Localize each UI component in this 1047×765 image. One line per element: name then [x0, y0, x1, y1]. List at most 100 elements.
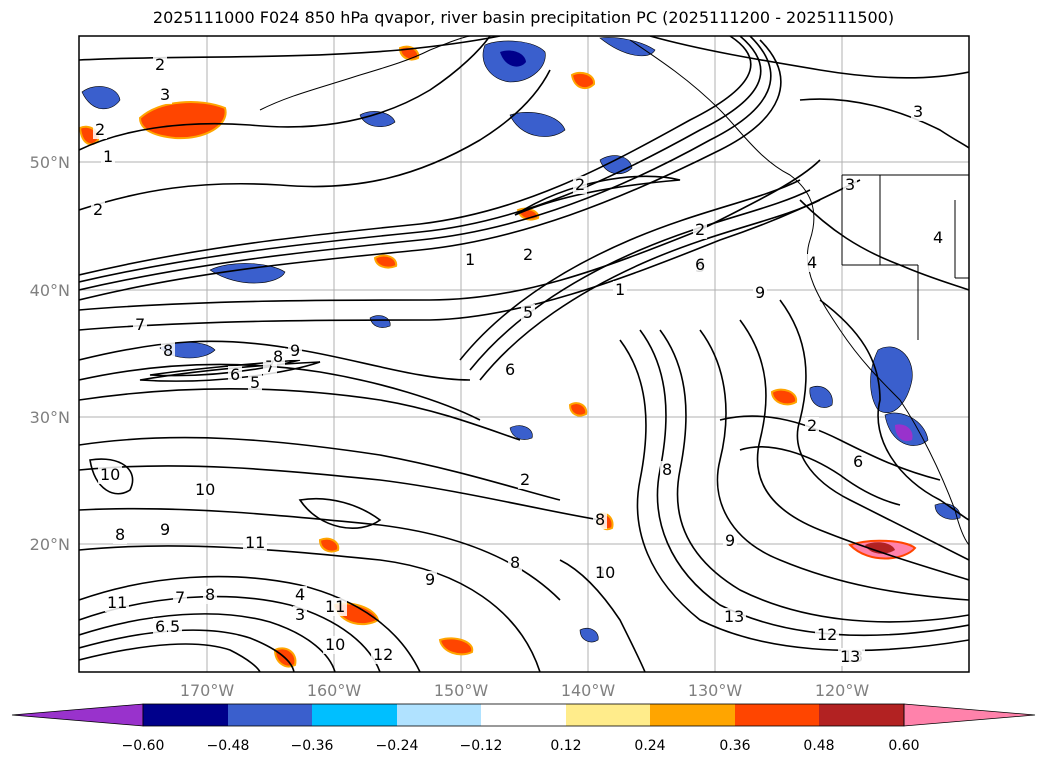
contour-label-bg	[323, 598, 347, 616]
colorbar-tick-label: 0.48	[803, 738, 834, 754]
contour-label-bg	[838, 648, 862, 666]
colorbar-extend-max	[903, 703, 1036, 727]
colorbar-segment	[735, 704, 819, 726]
lat-label: 50°N	[30, 153, 70, 172]
contour-label: 6	[853, 452, 863, 471]
contour-label-bg	[753, 284, 767, 302]
contour-label-bg	[518, 471, 532, 489]
contour-label-bg	[805, 254, 819, 272]
contour-label-bg	[173, 589, 187, 607]
contour-label-bg	[660, 461, 674, 479]
contour-label: 12	[817, 625, 837, 644]
contour-label-bg	[508, 554, 522, 572]
contour-label: 2	[95, 120, 105, 139]
contour-label-bg	[693, 221, 707, 239]
precip-blob-positive	[570, 71, 595, 90]
contour-label: 7	[265, 357, 275, 376]
contour-label: 2	[695, 220, 705, 239]
coastlines	[259, 36, 969, 546]
colorbar-segment	[312, 704, 397, 726]
precip-blob-positive	[568, 402, 588, 417]
contour-label: 4	[807, 253, 817, 272]
contour-label-bg	[158, 521, 172, 539]
contour-label-bg	[323, 636, 347, 654]
precip-blob-negative	[359, 111, 396, 128]
colorbar-segment	[397, 704, 481, 726]
contour-label: 11	[325, 597, 345, 616]
contour-label: 3	[295, 605, 305, 624]
contour-label: 6	[230, 365, 240, 384]
contour-label: 5	[523, 303, 533, 322]
qvapor-contours	[79, 36, 969, 672]
colorbar-segment	[143, 704, 228, 726]
contour-label-bg	[503, 361, 517, 379]
map-frame	[78, 35, 970, 673]
contour-label: 7	[175, 588, 185, 607]
contour-label: 9	[755, 283, 765, 302]
contour-label-bg	[168, 618, 182, 636]
contour-label: 8	[273, 347, 283, 366]
precip-blob-positive	[318, 537, 340, 553]
contour-label-bg	[521, 246, 535, 264]
contour-label-bg	[851, 453, 865, 471]
colorbar-tick-label: 0.24	[634, 738, 665, 754]
contour-label: 9	[725, 531, 735, 550]
lat-label: 20°N	[30, 535, 70, 554]
contour-label-bg	[193, 481, 217, 499]
contour-labels: 2321223121234567898765349810101111121311…	[91, 55, 945, 666]
contour-label: 9	[290, 341, 300, 360]
colorbar: −0.60 −0.48 −0.36 −0.24 −0.12 0.12 0.24 …	[11, 703, 1036, 754]
contour-label-bg	[722, 608, 746, 626]
contour-label-bg	[911, 103, 925, 121]
contour-label-bg	[271, 348, 285, 366]
contour-label: 7	[135, 315, 145, 334]
precip-blob-negative	[895, 424, 913, 442]
colorbar-tick-label: −0.48	[207, 738, 250, 754]
colorbar-outline	[142, 703, 905, 727]
contour-label-bg	[153, 618, 167, 636]
contour-label: 2	[93, 200, 103, 219]
contour-label-bg	[158, 86, 172, 104]
colorbar-tick-label: 0.12	[550, 738, 581, 754]
contour-label: 3	[160, 85, 170, 104]
contour-label: 13	[840, 647, 860, 666]
lon-labels: 170°W 160°W 150°W 140°W 130°W 120°W	[180, 681, 870, 700]
map-title: 2025111000 F024 850 hPa qvapor, river ba…	[152, 8, 895, 27]
precip-blob-positive	[373, 254, 398, 269]
precip-blob-negative	[209, 263, 286, 284]
graticule	[79, 36, 969, 672]
map-area	[79, 36, 969, 672]
lat-label: 40°N	[30, 281, 70, 300]
contour-label-bg	[613, 281, 627, 299]
contour-label-bg	[723, 532, 737, 550]
contour-label: 9	[160, 520, 170, 539]
colorbar-segment	[650, 704, 735, 726]
contour-label: 4	[295, 585, 305, 604]
precip-blob-negative	[579, 628, 599, 643]
precip-blob-negative	[870, 346, 913, 413]
contour-label-bg	[521, 304, 535, 322]
contour-label-bg	[105, 594, 129, 612]
contour-label: 11	[245, 533, 265, 552]
contour-label: 10	[195, 480, 215, 499]
lon-label: 150°W	[434, 681, 489, 700]
contour-label-bg	[153, 56, 167, 74]
precip-blob-negative	[509, 112, 566, 137]
contour-label: 8	[662, 460, 672, 479]
contour-label-bg	[293, 606, 307, 624]
contour-label-bg	[593, 564, 617, 582]
colorbar-extend-min	[11, 703, 144, 727]
contour-label-bg	[133, 316, 147, 334]
colorbar-segment	[819, 704, 904, 726]
contour-label: 10	[100, 465, 120, 484]
contour-label-bg	[101, 148, 115, 166]
contour-label: 9	[425, 570, 435, 589]
contour-label: 2	[807, 416, 817, 435]
precip-blob-positive	[438, 637, 474, 656]
contour-label-bg	[288, 342, 302, 360]
contour-label: 10	[325, 635, 345, 654]
lat-labels: 50°N 40°N 30°N 20°N	[30, 153, 70, 554]
contour-label-bg	[843, 176, 857, 194]
precip-blob-positive	[770, 388, 798, 406]
contour-label: 5	[250, 373, 260, 392]
